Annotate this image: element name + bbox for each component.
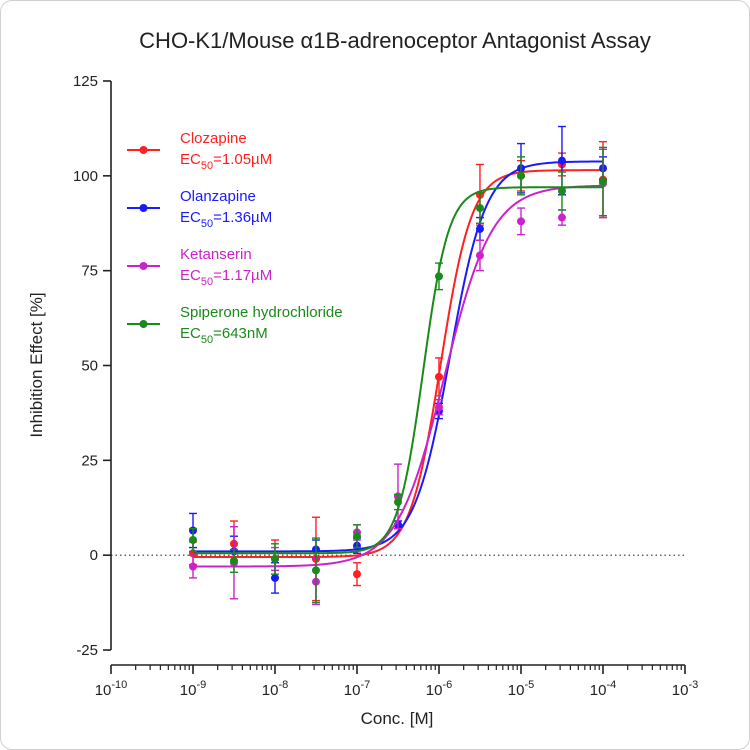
- y-tick-label: 0: [90, 547, 98, 564]
- data-point: [557, 187, 566, 196]
- y-tick-label: 100: [73, 168, 98, 185]
- data-point: [557, 213, 566, 222]
- y-tick-label: -25: [76, 642, 98, 659]
- legend-entry-ec50: EC50=1.36µM: [180, 209, 272, 230]
- data-point: [557, 156, 566, 165]
- axes: -25 0 25 50 75 100 125 10-10 10-9 10-8 10-7 10-6 10-…: [73, 73, 698, 699]
- data-point: [229, 556, 238, 565]
- data-point: [435, 403, 443, 412]
- legend-entry-ec50: EC50=643nM: [180, 325, 268, 346]
- data-point: [189, 535, 197, 544]
- legend-entry-name: Olanzapine: [180, 188, 256, 205]
- legend-entry-ec50: EC50=1.17µM: [180, 267, 272, 288]
- legend-entry-ec50: EC50=1.05µM: [180, 151, 272, 172]
- x-tick-label: 10-10: [95, 679, 128, 699]
- chart-title: CHO-K1/Mouse α1B-adrenoceptor Antagonist…: [139, 28, 651, 53]
- data-point: [271, 573, 279, 582]
- fit-curve: [193, 169, 604, 559]
- data-point: [475, 204, 484, 213]
- x-tick-label: 10-5: [508, 679, 534, 699]
- data-point: [353, 532, 361, 541]
- legend: Clozapine EC50=1.05µM Olanzapine EC50=1.36µ…: [127, 130, 343, 346]
- x-tick-label: 10-8: [262, 679, 288, 699]
- legend-entry-name: Spiperone hydrochloride: [180, 304, 343, 321]
- y-tick-label: 25: [81, 452, 98, 469]
- x-tick-label: 10-7: [344, 679, 370, 699]
- data-point: [475, 251, 484, 260]
- y-tick-label: 125: [73, 73, 98, 90]
- data-point: [517, 217, 525, 226]
- x-tick-label: 10-9: [180, 679, 206, 699]
- fit-curve: [193, 160, 604, 553]
- plot-area: [111, 125, 685, 606]
- series-spiperone-hydrochloride: [189, 146, 607, 604]
- data-point: [475, 224, 484, 233]
- x-tick-label: 10-6: [426, 679, 452, 699]
- x-tick-label: 10-3: [672, 679, 698, 699]
- data-point: [517, 171, 525, 180]
- data-point: [599, 177, 607, 186]
- legend-marker: [139, 320, 148, 328]
- y-axis-label: Inhibition Effect [%]: [27, 292, 46, 437]
- y-tick-label: 75: [81, 263, 98, 280]
- data-point: [353, 570, 361, 579]
- data-point: [189, 562, 197, 571]
- data-point: [311, 566, 320, 575]
- data-point: [393, 498, 402, 507]
- legend-marker: [139, 262, 148, 270]
- x-tick-label: 10-4: [590, 679, 616, 699]
- y-tick-label: 50: [81, 358, 98, 375]
- x-axis-label: Conc. [M]: [361, 709, 434, 728]
- legend-marker: [139, 204, 148, 212]
- legend-entry-name: Clozapine: [180, 130, 247, 147]
- legend-marker: [139, 146, 148, 154]
- data-point: [435, 272, 443, 281]
- data-point: [435, 372, 443, 381]
- legend-entry-name: Ketanserin: [180, 246, 252, 263]
- data-point: [271, 554, 279, 563]
